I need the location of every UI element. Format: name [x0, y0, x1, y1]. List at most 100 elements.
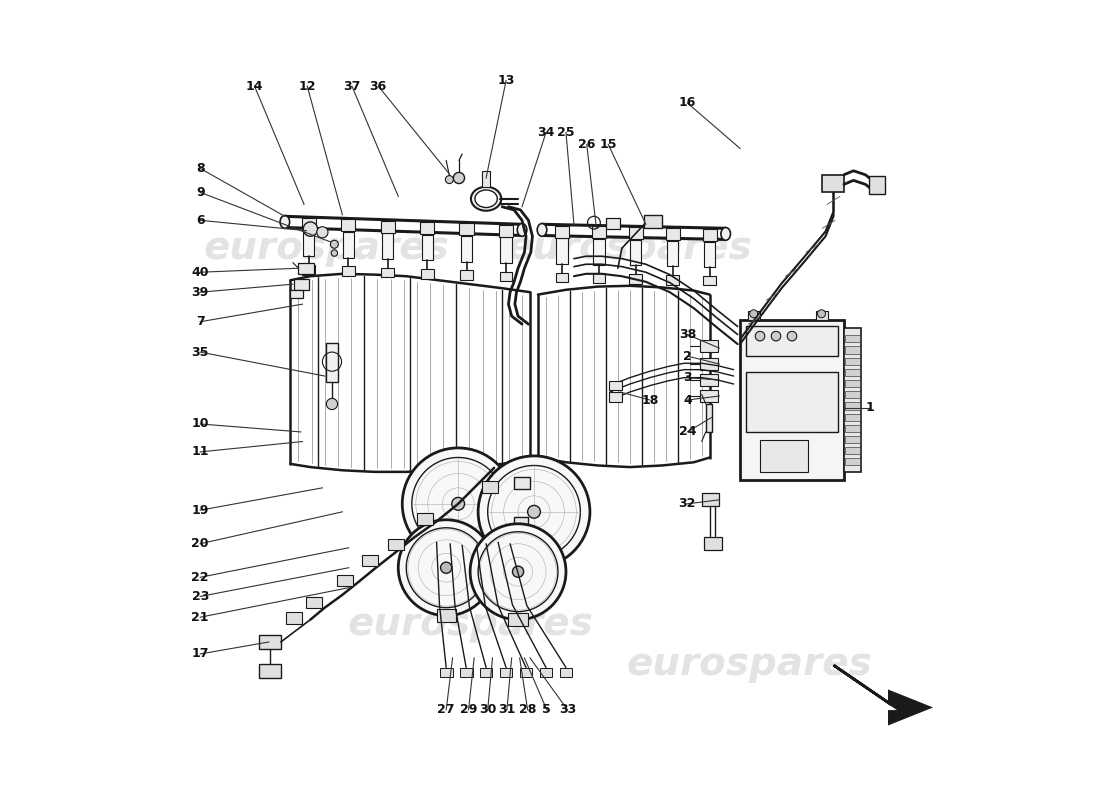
- Bar: [666, 228, 680, 240]
- Circle shape: [453, 172, 464, 183]
- Bar: [304, 230, 315, 256]
- Bar: [307, 598, 322, 609]
- Bar: [519, 667, 532, 677]
- Circle shape: [478, 456, 590, 568]
- Text: 34: 34: [537, 126, 554, 139]
- Text: 29: 29: [460, 703, 477, 716]
- Bar: [362, 555, 378, 566]
- Bar: [460, 223, 474, 235]
- Bar: [706, 404, 712, 432]
- Bar: [420, 222, 434, 234]
- Bar: [748, 310, 760, 320]
- Bar: [461, 236, 472, 262]
- Bar: [760, 440, 808, 472]
- Bar: [822, 174, 844, 192]
- Bar: [437, 610, 455, 622]
- Bar: [460, 270, 473, 280]
- Bar: [846, 436, 860, 443]
- Ellipse shape: [475, 190, 497, 207]
- Bar: [482, 482, 498, 493]
- Bar: [846, 346, 860, 354]
- Bar: [286, 613, 302, 624]
- Circle shape: [470, 524, 566, 620]
- Bar: [499, 225, 514, 237]
- Text: 16: 16: [679, 97, 696, 110]
- Text: 18: 18: [641, 394, 659, 406]
- Bar: [846, 358, 860, 365]
- Text: 10: 10: [191, 418, 209, 430]
- Bar: [846, 425, 860, 432]
- Ellipse shape: [537, 223, 547, 236]
- Bar: [295, 279, 309, 290]
- Circle shape: [317, 226, 328, 238]
- Bar: [460, 667, 473, 677]
- Bar: [704, 538, 722, 550]
- Circle shape: [398, 520, 494, 616]
- Bar: [702, 494, 719, 506]
- Text: 31: 31: [498, 703, 516, 716]
- Ellipse shape: [471, 186, 502, 210]
- Bar: [388, 539, 404, 550]
- Bar: [554, 226, 569, 238]
- Bar: [629, 227, 644, 239]
- Bar: [747, 326, 837, 356]
- Bar: [700, 374, 717, 386]
- Bar: [290, 290, 304, 298]
- Text: 11: 11: [191, 446, 209, 458]
- Ellipse shape: [517, 223, 527, 236]
- Bar: [301, 218, 316, 230]
- Text: 38: 38: [679, 328, 696, 341]
- Bar: [342, 266, 354, 276]
- Bar: [421, 269, 433, 278]
- Polygon shape: [834, 665, 929, 723]
- Text: eurospares: eurospares: [204, 230, 449, 267]
- Text: 25: 25: [558, 126, 574, 139]
- Bar: [700, 390, 717, 402]
- Text: 9: 9: [196, 186, 205, 199]
- Circle shape: [756, 331, 764, 341]
- Text: 12: 12: [298, 80, 316, 93]
- Text: 5: 5: [542, 703, 551, 716]
- Bar: [740, 320, 844, 480]
- Bar: [499, 667, 513, 677]
- Bar: [327, 343, 338, 382]
- Text: eurospares: eurospares: [507, 230, 752, 267]
- Text: 15: 15: [600, 138, 617, 151]
- Text: 20: 20: [191, 538, 209, 550]
- Circle shape: [513, 566, 524, 578]
- Bar: [846, 391, 860, 398]
- Bar: [609, 381, 622, 390]
- Bar: [514, 478, 530, 490]
- Bar: [382, 234, 394, 259]
- Bar: [298, 262, 315, 274]
- Bar: [500, 238, 512, 263]
- Bar: [703, 229, 717, 241]
- Circle shape: [403, 448, 514, 560]
- Text: 23: 23: [191, 590, 209, 603]
- Text: eurospares: eurospares: [348, 605, 593, 642]
- Bar: [846, 447, 860, 454]
- Text: 33: 33: [559, 703, 576, 716]
- Bar: [556, 273, 569, 282]
- Bar: [668, 241, 679, 266]
- Bar: [593, 274, 605, 283]
- Bar: [609, 392, 622, 402]
- Text: 39: 39: [191, 286, 209, 298]
- Text: 2: 2: [683, 350, 692, 362]
- Circle shape: [771, 331, 781, 341]
- Bar: [258, 663, 280, 678]
- Bar: [606, 218, 620, 229]
- Text: eurospares: eurospares: [627, 645, 872, 682]
- Bar: [629, 274, 642, 284]
- Text: 28: 28: [519, 703, 537, 716]
- Bar: [747, 372, 837, 432]
- Ellipse shape: [280, 215, 289, 228]
- Text: 30: 30: [478, 703, 496, 716]
- Bar: [499, 272, 513, 282]
- Bar: [846, 402, 860, 410]
- Circle shape: [441, 562, 452, 574]
- Bar: [667, 275, 679, 285]
- Bar: [258, 634, 280, 649]
- Circle shape: [788, 331, 796, 341]
- Text: 1: 1: [865, 402, 873, 414]
